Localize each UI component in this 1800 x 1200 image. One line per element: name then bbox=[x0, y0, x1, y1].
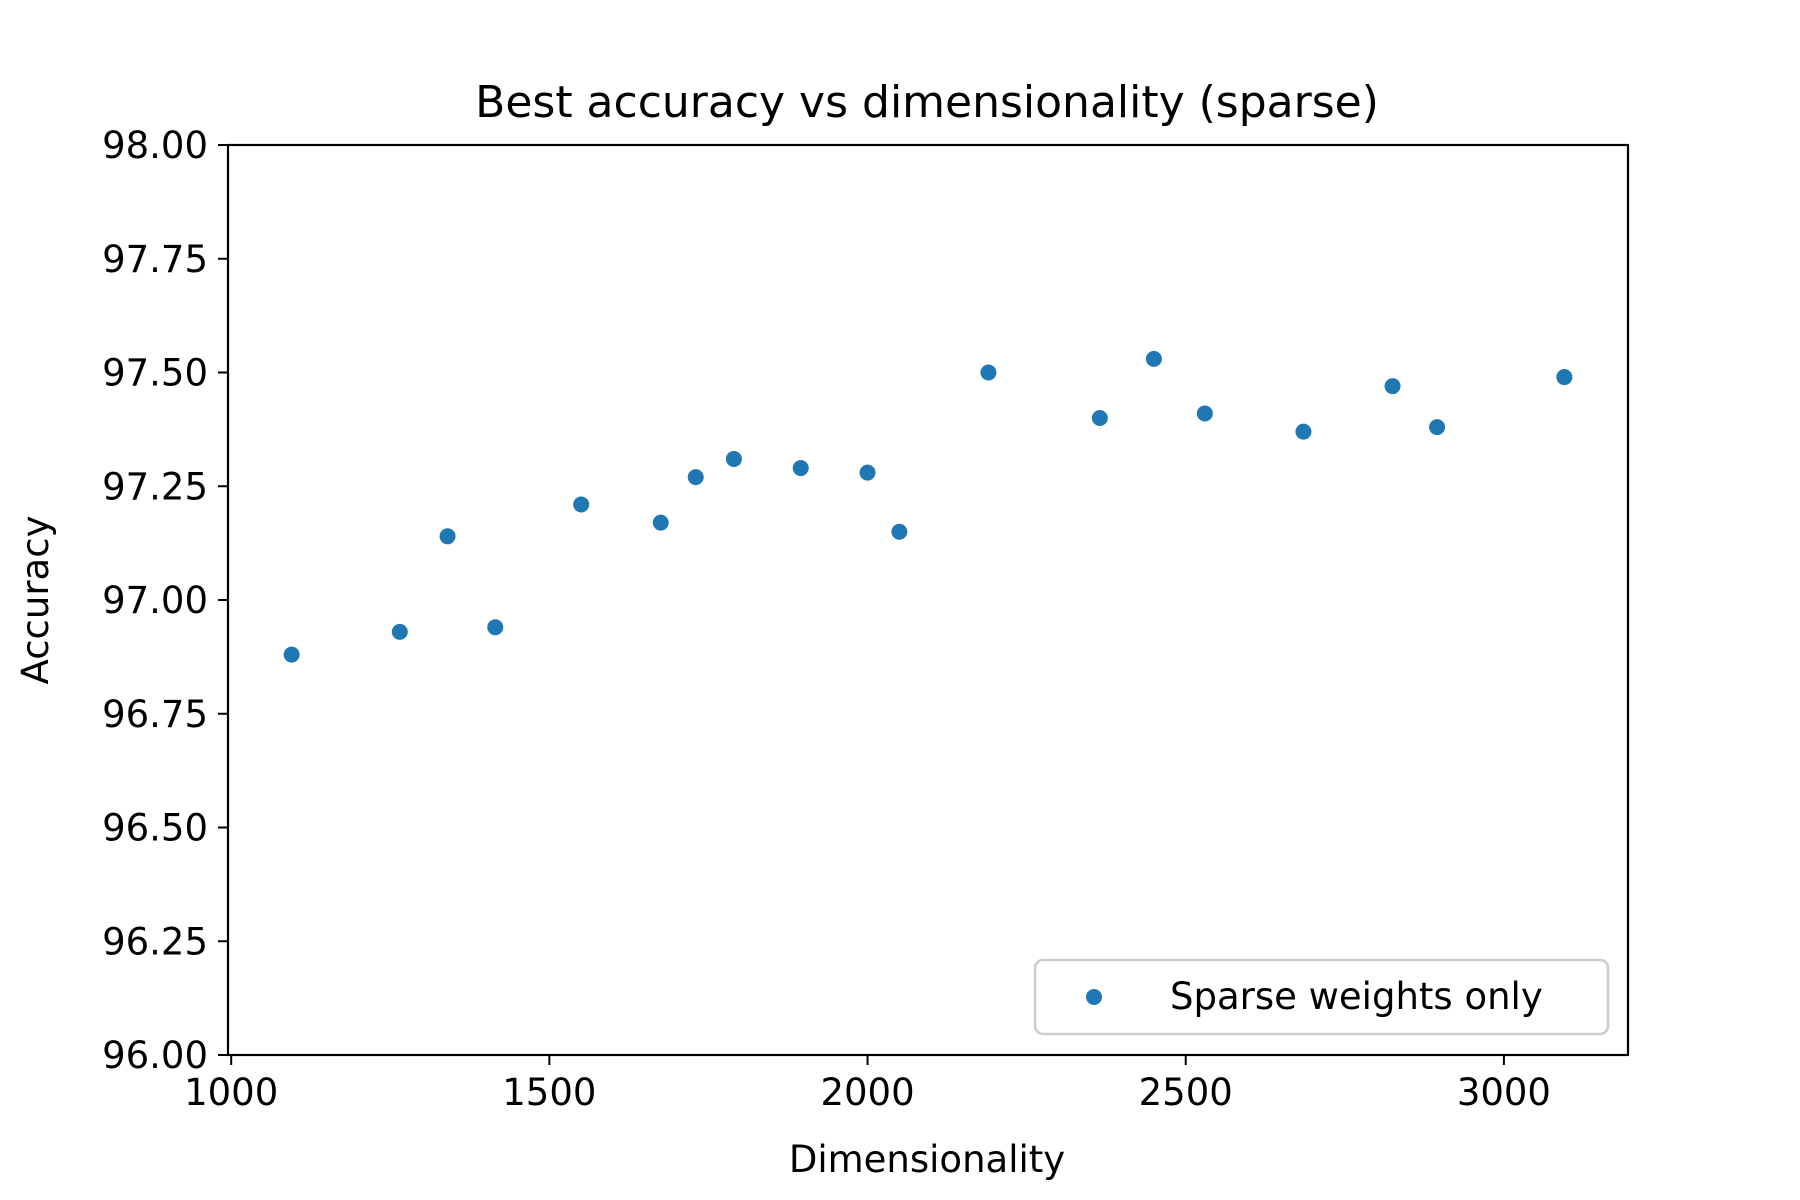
data-point bbox=[283, 646, 300, 663]
data-point bbox=[859, 464, 876, 481]
data-point bbox=[1196, 405, 1213, 422]
data-point bbox=[487, 619, 504, 636]
data-point bbox=[573, 496, 590, 513]
data-point bbox=[725, 450, 742, 467]
plot-frame bbox=[226, 143, 1630, 1057]
data-point bbox=[439, 528, 456, 545]
x-tick-label: 3000 bbox=[1457, 1071, 1551, 1114]
y-tick-label: 97.50 bbox=[102, 352, 208, 395]
plot-area: 1000 1500 2000 2500 3000 96.00 96.25 96.50 96.75… bbox=[102, 124, 1630, 1114]
x-tick-label: 2500 bbox=[1139, 1071, 1233, 1114]
x-tick-label: 1000 bbox=[184, 1071, 278, 1114]
data-point bbox=[1556, 369, 1573, 386]
y-axis-label: Accuracy bbox=[14, 516, 57, 685]
y-tick-label: 98.00 bbox=[102, 124, 208, 167]
data-point bbox=[391, 623, 408, 640]
y-tick-label: 97.25 bbox=[102, 465, 208, 508]
x-tick-label: 1500 bbox=[502, 1071, 596, 1114]
data-point bbox=[687, 469, 704, 486]
x-axis-label: Dimensionality bbox=[789, 1138, 1065, 1181]
legend-frame bbox=[1033, 958, 1610, 1036]
data-point bbox=[980, 364, 997, 381]
legend: Sparse weights only bbox=[1033, 958, 1610, 1036]
legend-label: Sparse weights only bbox=[1170, 975, 1543, 1018]
x-tick-label: 2000 bbox=[820, 1071, 914, 1114]
data-point bbox=[1429, 419, 1446, 436]
y-tick-label: 97.00 bbox=[102, 579, 208, 622]
data-point bbox=[1295, 423, 1312, 440]
data-point bbox=[1145, 350, 1162, 367]
y-tick-label: 97.75 bbox=[102, 238, 208, 281]
y-tick-label: 96.75 bbox=[102, 693, 208, 736]
y-tick-label: 96.50 bbox=[102, 807, 208, 850]
data-point bbox=[891, 523, 908, 540]
y-tick-label: 96.00 bbox=[102, 1034, 208, 1077]
chart-title: Best accuracy vs dimensionality (sparse) bbox=[475, 77, 1379, 128]
y-tick-label: 96.25 bbox=[102, 920, 208, 963]
data-point bbox=[652, 514, 669, 531]
data-point bbox=[1091, 410, 1108, 426]
data-point bbox=[1384, 378, 1401, 395]
legend-marker bbox=[1086, 989, 1102, 1005]
data-point bbox=[792, 460, 809, 477]
